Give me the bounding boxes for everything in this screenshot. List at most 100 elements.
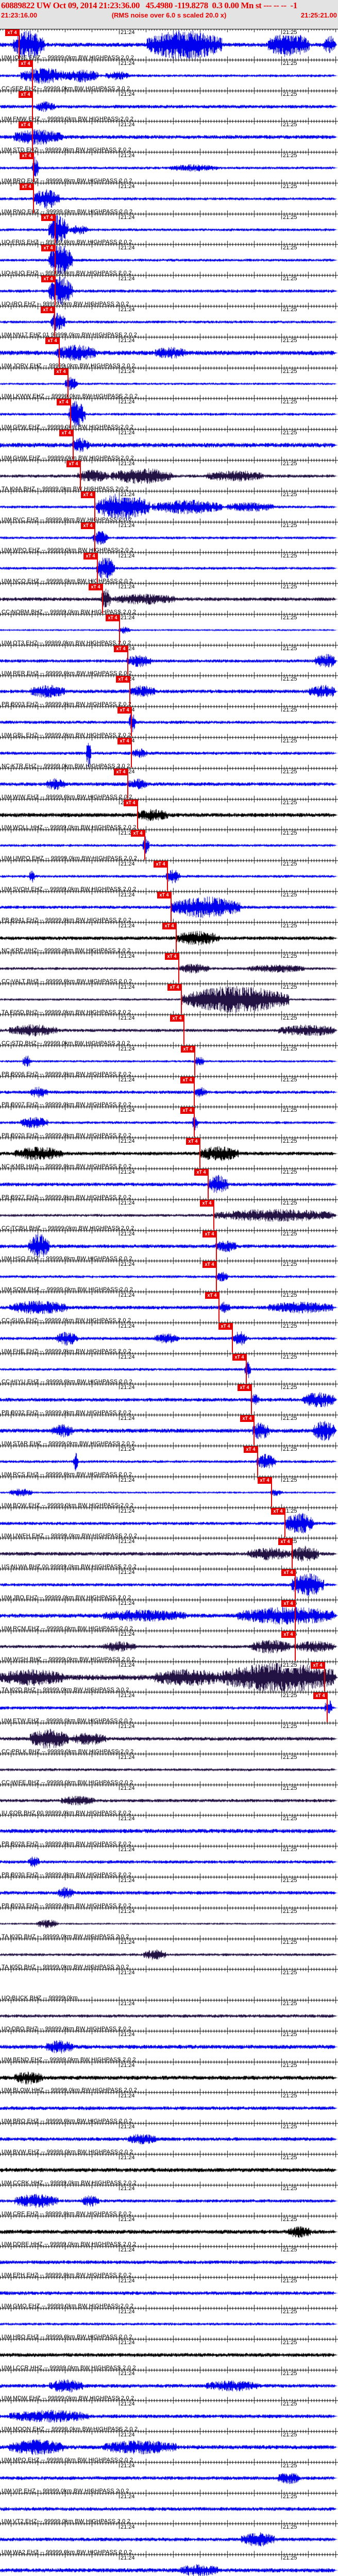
trace-panel[interactable]: 21:24 21:25 xT 4 UW UMPQ EHZ -- 99999.0km B… — [0, 829, 338, 861]
trace-panel[interactable]: 21:24 21:25 xT 4 UW JORV EHZ -- 99999.0km B… — [0, 337, 338, 369]
pick-flag[interactable]: xT 4 — [41, 245, 55, 252]
trace-panel[interactable]: 21:24 21:25 TA I05D BHZ -- 99999.0km BW HI… — [0, 1939, 338, 1970]
pick-time-line[interactable] — [327, 1692, 328, 1723]
pick-flag[interactable]: xT 4 — [200, 1199, 214, 1207]
trace-panel[interactable]: 21:24 21:25 xT 4 UW IONE EHZ -- 99999.0km B… — [0, 29, 338, 61]
pick-time-line[interactable] — [167, 861, 168, 891]
pick-time-line[interactable] — [55, 214, 56, 244]
pick-flag[interactable]: xT 4 — [19, 122, 32, 129]
pick-flag[interactable]: xT 4 — [202, 1261, 216, 1268]
trace-panel[interactable]: 21:24 21:25 xT 4 TA I02D BHZ -- 99999.0km B… — [0, 1662, 338, 1693]
pick-time-line[interactable] — [216, 1261, 217, 1292]
pick-time-line[interactable] — [295, 1569, 296, 1599]
trace-panel[interactable]: 21:24 21:25 xT 4 UW FMW EHZ -- 99999.0km BW… — [0, 91, 338, 122]
pick-time-line[interactable] — [32, 122, 33, 152]
pick-time-line[interactable] — [127, 645, 128, 675]
trace-panel[interactable]: 21:24 21:25 UW BRO EHZ -- 99999.0km BW HIG… — [0, 2092, 338, 2124]
pick-flag[interactable]: xT 4 — [54, 368, 68, 375]
trace-panel[interactable]: 21:24 21:25 xT 4 PB B927 EHZ -- 99999.0km B… — [0, 1168, 338, 1200]
trace-panel[interactable]: 21:24 21:25 xT 4 NC KMR HHZ -- 99999.0km BW… — [0, 1138, 338, 1170]
pick-time-line[interactable] — [55, 276, 56, 306]
trace-panel[interactable]: 21:24 21:25 xT 4 CC TCBU BHZ -- 99999.0km B… — [0, 1199, 338, 1231]
trace-panel[interactable]: 21:24 21:25 TA I03D BHZ -- 99999.0km BW HI… — [0, 1908, 338, 1940]
pick-time-line[interactable] — [324, 1662, 325, 1692]
pick-flag[interactable]: xT 4 — [117, 738, 131, 744]
pick-time-line[interactable] — [176, 922, 177, 953]
trace-panel[interactable]: 21:24 21:25 xT 4 TA F05D BHZ -- 99999.0km B… — [0, 984, 338, 1015]
trace-panel[interactable]: 21:24 21:25 UO BUCK BHZ -- 99999.0km — [0, 1969, 338, 2001]
pick-flag[interactable]: xT 4 — [180, 1107, 194, 1114]
trace-panel[interactable]: 21:24 21:25 xT 4 TA I04A BHZ -- 99999.0km B… — [0, 460, 338, 492]
pick-time-line[interactable] — [213, 1199, 214, 1230]
trace-panel[interactable]: 21:24 21:25 UW CCRK HHZ -- 99999.0km BW HI… — [0, 2154, 338, 2186]
pick-time-line[interactable] — [271, 1477, 272, 1507]
seismogram-canvas[interactable] — [0, 29, 338, 2576]
trace-panel[interactable]: 21:24 21:25 xT 4 UO HUO EHZ -- 99999.0km BW… — [0, 244, 338, 276]
pick-time-line[interactable] — [67, 368, 69, 398]
trace-panel[interactable]: 21:24 21:25 xT 4 UW RVC EHZ -- 99999.0km BW… — [0, 491, 338, 523]
pick-flag[interactable]: xT 4 — [194, 1168, 208, 1176]
pick-flag[interactable]: xT 4 — [20, 152, 33, 160]
pick-time-line[interactable] — [178, 953, 179, 984]
pick-time-line[interactable] — [251, 1384, 252, 1415]
trace-panel[interactable]: 21:24 21:25 xT 4 UW SQM EHZ -- 99999.0km BW… — [0, 1261, 338, 1293]
trace-panel[interactable]: 21:24 21:25 xT 4 NC KRP HHZ -- 99999.0km BW… — [0, 922, 338, 954]
pick-flag[interactable]: xT 4 — [41, 307, 55, 314]
trace-panel[interactable]: 21:24 21:25 xT 4 UW BOW EHZ -- 99999.0km BW… — [0, 1477, 338, 1509]
trace-panel[interactable]: 21:24 21:25 xT 4 UW STD EHZ -- 99999.0km BW… — [0, 121, 338, 153]
pick-flag[interactable]: xT 4 — [281, 1631, 295, 1638]
trace-panel[interactable]: 21:24 21:25 UW EPH EHZ -- 99999.0km BW HIG… — [0, 2246, 338, 2278]
pick-time-line[interactable] — [73, 430, 74, 460]
trace-panel[interactable]: 21:24 21:25 CC PRLK BHZ -- 99999.0km BW HI… — [0, 1723, 338, 1755]
trace-panel[interactable]: 21:24 21:25 xT 4 UW NCO EHZ -- 99999.0km BW… — [0, 552, 338, 584]
trace-panel[interactable]: 21:24 21:25 xT 4 CC HIYU EHZ -- 99999.0km B… — [0, 1353, 338, 1385]
pick-time-line[interactable] — [55, 245, 56, 275]
trace-panel[interactable]: 21:24 21:25 UW WA2 EHZ -- 99999.0km BW HIG… — [0, 2523, 338, 2555]
pick-time-line[interactable] — [102, 584, 103, 614]
trace-panel[interactable]: 21:24 21:25 xT 4 UW BRO EHZ -- 99999.0km BW… — [0, 152, 338, 184]
pick-flag[interactable]: xT 4 — [89, 584, 103, 591]
trace-panel[interactable]: 21:24 21:25 UW DDRF HHZ -- 99999.0km BW HI… — [0, 2216, 338, 2247]
pick-time-line[interactable] — [131, 707, 132, 737]
trace-panel[interactable]: 21:24 21:25 xT 4 CC NORM BHZ -- 99999.0km B… — [0, 583, 338, 615]
trace-panel[interactable]: 21:24 21:25 xT 4 UW GPW EHZ -- 99999.0km BW… — [0, 398, 338, 430]
pick-time-line[interactable] — [295, 1631, 296, 1661]
trace-panel[interactable]: 21:24 21:25 xT 4 PB B006 EHZ -- 99999.0km B… — [0, 1045, 338, 1077]
trace-panel[interactable]: 21:24 21:25 xT 4 UW FHE EHZ -- 99999.0km BW… — [0, 1323, 338, 1354]
pick-flag[interactable]: xT 4 — [311, 1662, 325, 1669]
pick-flag[interactable]: xT 4 — [81, 522, 95, 529]
trace-panel[interactable]: 21:24 21:25 UW MOON EHZ -- 99999.0km BW HI… — [0, 2400, 338, 2432]
trace-panel[interactable]: 21:24 21:25 xT 4 UO IRO EHZ -- 99999.0km BW… — [0, 275, 338, 307]
pick-flag[interactable]: xT 4 — [66, 460, 80, 467]
pick-flag[interactable]: xT 4 — [114, 768, 128, 775]
trace-panel[interactable]: 21:24 21:25 xT 4 UW STAR EHZ -- 99999.0km B… — [0, 1415, 338, 1447]
pick-flag[interactable]: xT 4 — [238, 1384, 251, 1392]
pick-flag[interactable]: xT 4 — [45, 337, 59, 344]
trace-panel[interactable]: 21:24 21:25 UW HBO EHZ -- 99999.0km BW HIG… — [0, 2308, 338, 2340]
pick-time-line[interactable] — [181, 984, 182, 1014]
trace-panel[interactable]: 21:24 21:25 xT 4 UW OT3 EHZ -- 99999.0km BW… — [0, 614, 338, 646]
trace-panel[interactable]: 21:24 21:25 xT 4 UW NN17 EHZ 01 99999.0km B… — [0, 306, 338, 338]
pick-flag[interactable]: xT 4 — [106, 614, 120, 621]
trace-panel[interactable]: 21:24 21:25 xT 4 CC VALT BHZ -- 99999.0km B… — [0, 953, 338, 985]
pick-time-line[interactable] — [216, 1230, 217, 1261]
pick-flag[interactable]: xT 4 — [157, 891, 171, 899]
trace-panel[interactable]: 21:24 21:25 UW BLOW HHZ -- 99999.0km BW HI… — [0, 2062, 338, 2093]
pick-flag[interactable]: xT 4 — [170, 1015, 184, 1022]
trace-panel[interactable]: 21:24 21:25 xT 4 PB B020 EHZ -- 99999.0km B… — [0, 1107, 338, 1139]
trace-panel[interactable]: 21:24 21:25 xT 4 UW SVOH EHZ -- 99999.0km B… — [0, 860, 338, 892]
pick-flag[interactable]: xT 4 — [181, 1045, 195, 1053]
pick-flag[interactable]: xT 4 — [281, 1600, 295, 1607]
pick-time-line[interactable] — [32, 60, 33, 90]
trace-panel[interactable]: 21:24 21:25 xT 4 UO FRIS EHZ -- 99999.0km B… — [0, 214, 338, 245]
pick-flag[interactable]: xT 4 — [5, 29, 19, 36]
pick-flag[interactable]: xT 4 — [162, 922, 176, 929]
pick-time-line[interactable] — [194, 1076, 195, 1107]
trace-panel[interactable]: 21:24 21:25 xT 4 UW WPO EHZ -- 99999.0km BW… — [0, 522, 338, 553]
trace-panel[interactable]: 21:24 21:25 UW BEND EHZ -- 99999.0km BW HI… — [0, 2031, 338, 2063]
pick-flag[interactable]: xT 4 — [258, 1477, 272, 1484]
pick-time-line[interactable] — [254, 1415, 255, 1446]
